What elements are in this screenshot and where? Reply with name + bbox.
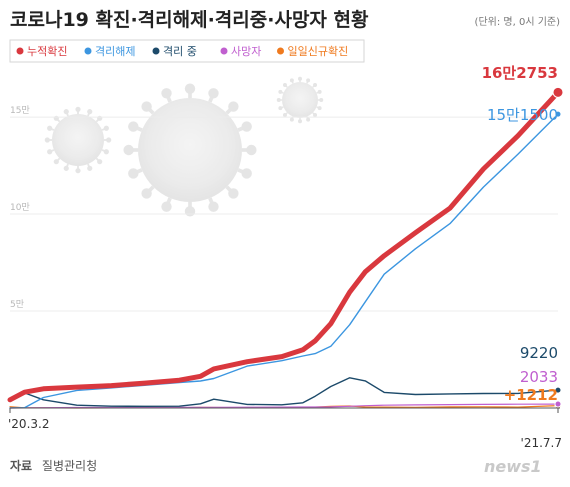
series-line bbox=[7, 89, 561, 403]
legend-box bbox=[9, 39, 365, 63]
series-line bbox=[9, 113, 559, 409]
legend-label: 격리 중 bbox=[163, 45, 197, 58]
series-end-point bbox=[552, 86, 564, 98]
y-tick-label: 15만 bbox=[10, 105, 30, 116]
end-labels: 16만2753 15만1500 9220 2033+1212 bbox=[482, 64, 558, 404]
legend: 누적확진 격리해제 격리 중 사망자 일일신규확진 bbox=[16, 44, 348, 58]
legend-item: 사망자 bbox=[220, 45, 261, 58]
y-tick-label: 10만 bbox=[10, 202, 30, 213]
chart-title: 코로나19 확진·격리해제·격리중·사망자 현황 bbox=[10, 8, 369, 31]
series-end-point bbox=[554, 110, 562, 118]
series-end-label: +1212 bbox=[504, 386, 558, 404]
legend-item: 격리 중 bbox=[152, 45, 197, 58]
legend-label: 누적확진 bbox=[27, 45, 67, 58]
series-layer bbox=[7, 86, 564, 410]
x-end-label: '21.7.7 bbox=[521, 436, 562, 450]
legend-label: 격리해제 bbox=[95, 44, 135, 58]
virus-icon bbox=[44, 106, 112, 174]
source-value: 질병관리청 bbox=[42, 459, 97, 473]
legend-item: 누적확진 bbox=[16, 45, 67, 58]
x-start-label: '20.3.2 bbox=[8, 417, 49, 431]
series-end-label: 9220 bbox=[520, 344, 558, 362]
grid: 5만 10만 15만 bbox=[10, 105, 558, 312]
legend-label: 사망자 bbox=[231, 45, 261, 58]
series-line bbox=[9, 377, 559, 407]
series-end-label: 16만2753 bbox=[482, 64, 558, 82]
source-key: 자료 bbox=[10, 458, 32, 473]
legend-label: 일일신규확진 bbox=[288, 44, 349, 58]
virus-icon bbox=[276, 76, 324, 124]
y-tick-label: 5만 bbox=[10, 299, 24, 310]
series-end-point bbox=[554, 400, 562, 408]
legend-swatch bbox=[16, 47, 24, 55]
legend-item: 일일신규확진 bbox=[277, 44, 348, 58]
virus-icon bbox=[123, 83, 257, 217]
legend-swatch bbox=[220, 47, 228, 55]
series-end-label: 2033 bbox=[520, 368, 558, 386]
legend-swatch bbox=[84, 47, 92, 55]
legend-item: 격리해제 bbox=[84, 44, 135, 58]
legend-swatch bbox=[277, 47, 284, 55]
unit-note: (단위: 명, 0시 기준) bbox=[475, 15, 561, 28]
brand-logo: news1 bbox=[484, 457, 542, 476]
virus-decoration bbox=[44, 76, 324, 217]
source-label: 자료 질병관리청 bbox=[10, 458, 97, 473]
legend-swatch bbox=[152, 47, 160, 55]
series-end-label: 15만1500 bbox=[487, 106, 558, 124]
series-end-point bbox=[554, 386, 562, 394]
brand-text: news1 bbox=[484, 457, 542, 476]
